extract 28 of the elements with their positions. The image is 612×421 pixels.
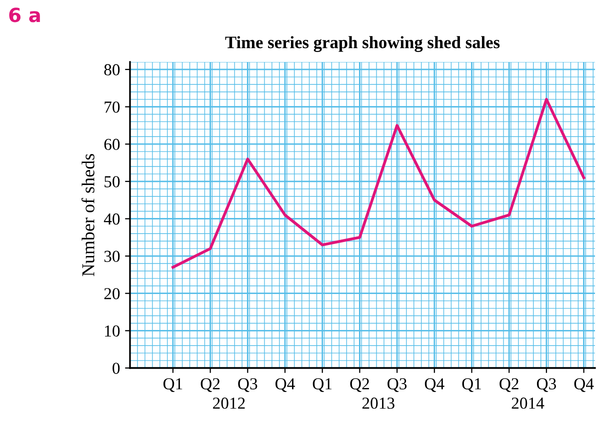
x-tick-label: Q2	[500, 378, 518, 392]
y-tick-label: 30	[104, 250, 120, 262]
x-tick-label: Q1	[163, 378, 182, 392]
y-tick-label: 0	[112, 362, 120, 374]
x-tick-label: Q3	[238, 378, 258, 392]
chart-title: Time series graph showing shed sales	[225, 36, 500, 52]
y-tick-label: 60	[104, 138, 120, 150]
line-series	[172, 98, 586, 269]
x-tick-label: Q1	[312, 378, 332, 392]
x-tick-label: Q4	[424, 378, 444, 392]
y-tick-label: 70	[104, 101, 120, 113]
x-tick-label: Q3	[536, 378, 556, 392]
y-tick-label: 40	[104, 213, 120, 225]
text: 6 a	[9, 8, 40, 22]
y-tick-label: 80	[104, 64, 120, 76]
x-tick-label: Q4	[574, 378, 594, 392]
x-tick-label: Q1	[462, 378, 481, 392]
y-tick-label: 50	[104, 176, 120, 188]
text: 2012	[213, 398, 245, 409]
x-tick-label: Q2	[200, 378, 220, 392]
x-tick-label: Q4	[276, 378, 295, 392]
text: 2014	[512, 398, 544, 409]
x-tick-label: Q2	[350, 378, 369, 392]
y-tick-label: 20	[104, 288, 120, 300]
y-tick-label: 10	[105, 325, 120, 337]
y-axis-title: Number of sheds	[82, 154, 94, 276]
text: 2013	[362, 398, 394, 409]
x-tick-label: Q3	[388, 378, 407, 392]
